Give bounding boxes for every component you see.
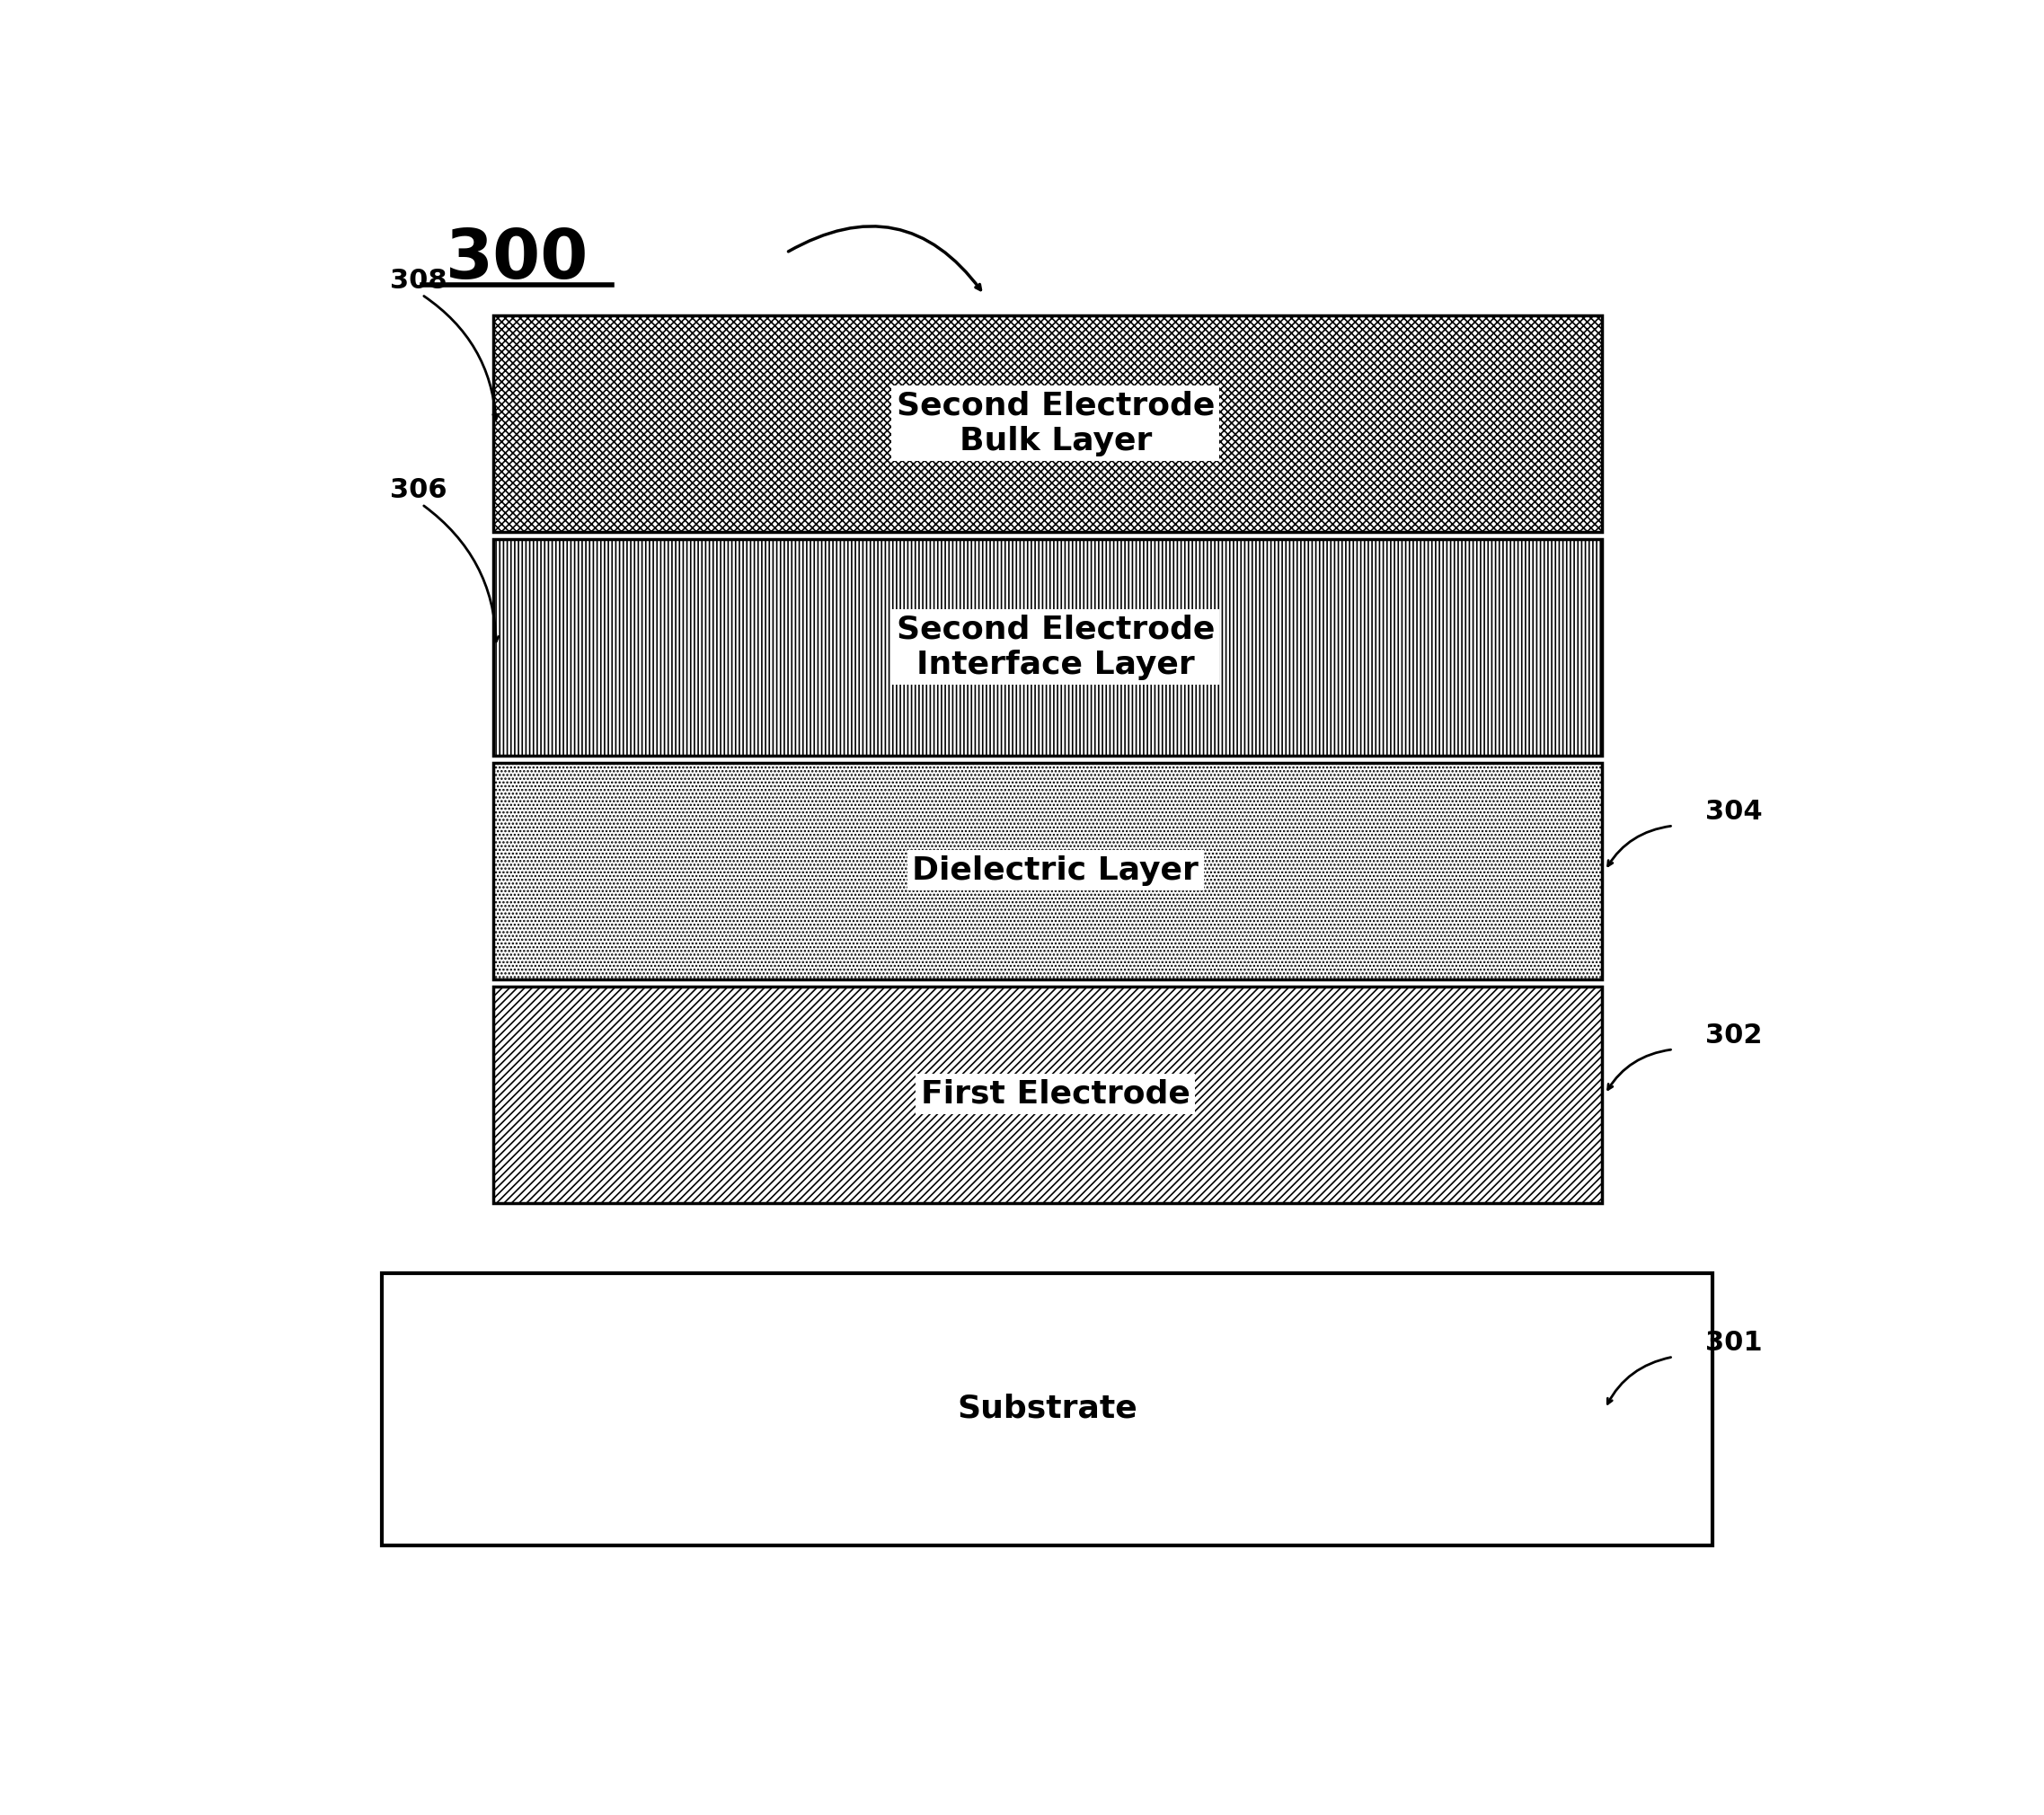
Text: Dielectric Layer: Dielectric Layer [912, 855, 1198, 886]
Bar [493, 987, 1602, 1203]
Bar [493, 316, 1602, 532]
Text: Second Electrode
Interface Layer: Second Electrode Interface Layer [895, 613, 1214, 681]
Text: 308: 308 [390, 267, 448, 294]
Text: Second Electrode
Bulk Layer: Second Electrode Bulk Layer [895, 390, 1214, 456]
Text: 306: 306 [390, 477, 448, 503]
Bar [493, 762, 1602, 980]
Bar [493, 539, 1602, 755]
Text: 302: 302 [1705, 1022, 1762, 1049]
Text: 301: 301 [1705, 1330, 1762, 1356]
Bar [382, 1272, 1713, 1546]
Text: 300: 300 [446, 227, 589, 292]
Text: 304: 304 [1705, 799, 1762, 824]
Text: First Electrode: First Electrode [920, 1078, 1190, 1109]
Text: Substrate: Substrate [957, 1394, 1139, 1423]
